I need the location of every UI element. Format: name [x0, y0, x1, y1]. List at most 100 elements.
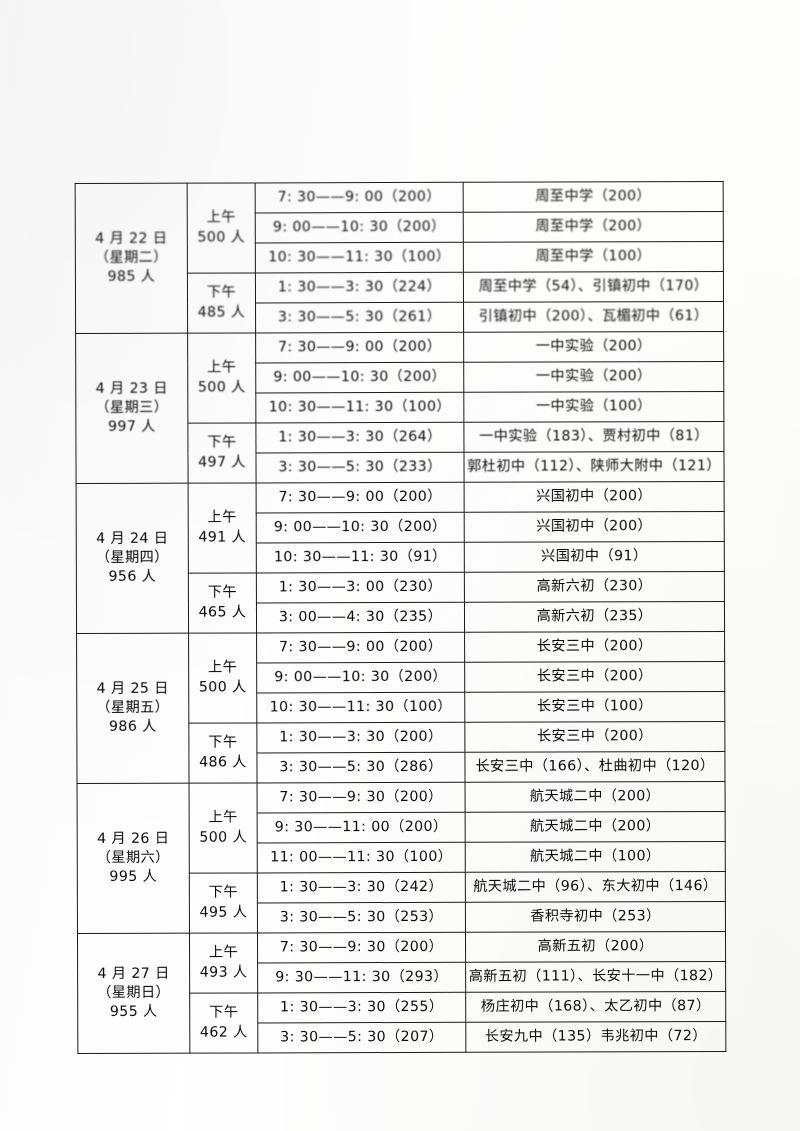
school-cell: 引镇初中（200）、瓦楣初中（61） [463, 301, 724, 333]
time-slot-cell: 3: 30——5: 30（207） [257, 1022, 466, 1053]
date-line: 4 月 25 日 [96, 680, 169, 697]
date-line: 4 月 27 日 [97, 965, 170, 982]
date-line: 4 月 23 日 [95, 380, 168, 397]
school-cell: 周至中学（200） [463, 181, 724, 213]
session-line: 上午 [208, 944, 239, 961]
time-slot-cell: 1: 30——3: 00（230） [256, 572, 465, 603]
session-line: 491 人 [198, 528, 247, 546]
session-line: 500 人 [197, 228, 246, 246]
session-line: 下午 [206, 284, 237, 301]
session-cell: 上午 500 人 [187, 182, 256, 274]
school-cell: 高新六初（235） [464, 601, 725, 633]
session-line: 下午 [209, 1004, 239, 1021]
schedule-table: 4 月 22 日（星期二） 985 人上午 500 人 7: 30——9: 00（20… [75, 181, 727, 1054]
time-slot-cell: 3: 30——5: 30（286） [256, 752, 466, 783]
session-line: 下午 [208, 884, 238, 901]
session-cell: 下午 485 人 [187, 272, 256, 334]
session-line: 下午 [207, 434, 237, 451]
date-line: （星期六） [96, 849, 170, 866]
session-cell: 上午 493 人 [189, 932, 258, 994]
time-slot-cell: 3: 30——5: 30（253） [257, 902, 466, 933]
session-line: 497 人 [198, 453, 246, 471]
time-slot-cell: 9: 30——11: 30（293） [257, 962, 466, 993]
session-line: 500 人 [199, 828, 248, 846]
time-slot-cell: 3: 30——5: 30（233） [255, 452, 465, 483]
school-cell: 航天城二中（100） [465, 841, 726, 873]
school-cell: 郭杜初中（112）、陕师大附中（121） [463, 451, 725, 483]
session-cell: 上午 500 人 [189, 782, 258, 874]
session-line: 465 人 [198, 603, 247, 621]
table-row: 4 月 27 日 （星期日） 955 人 上午 493 人 7: 30——9: 30（20… [77, 931, 726, 1054]
time-slot-cell: 7: 30——9: 00（200） [256, 632, 465, 663]
schedule-table-container: 4 月 22 日（星期二） 985 人上午 500 人 7: 30——9: 00（20… [75, 181, 727, 1054]
table-row: 4 月 24 日 （星期四） 956 人 上午 491 人 7: 30——9: 00（20… [76, 481, 725, 634]
date-line: （星期三） [95, 399, 169, 416]
session-line: 上午 [208, 809, 238, 826]
school-cell: 一中实验（100） [463, 391, 724, 423]
date-cell: 4 月 24 日 （星期四） 956 人 [76, 483, 189, 634]
time-slot-cell: 9: 00——10: 30（200） [255, 212, 464, 243]
time-slot-cell: 10: 30——11: 30（91） [256, 542, 465, 573]
school-cell: 高新五初（111）、长安十一中（182） [465, 961, 726, 993]
date-line: 956 人 [108, 568, 157, 585]
date-cell: 4 月 25 日 （星期五） 986 人 [76, 633, 190, 784]
school-cell: 高新五初（200） [465, 931, 726, 963]
time-slot-cell: 1: 30——3: 30（224） [255, 272, 464, 303]
date-line: 986 人 [108, 718, 157, 735]
time-slot-cell: 7: 30——9: 00（200） [256, 482, 465, 513]
session-line: 500 人 [197, 378, 246, 396]
school-cell: 长安三中（200） [464, 661, 725, 693]
date-cell: 4 月 22 日 （星期二） 985 人 [75, 183, 188, 334]
school-cell: 长安三中（100） [464, 691, 725, 723]
time-slot-cell: 1: 30——3: 30（264） [255, 422, 464, 453]
school-cell: 高新六初（230） [464, 571, 725, 603]
date-line: 995 人 [109, 868, 158, 885]
session-cell: 下午 497 人 [187, 422, 257, 484]
session-cell: 下午 486 人 [188, 722, 258, 784]
school-cell: 长安九中（135）韦兆初中（72） [465, 1021, 726, 1053]
date-cell: 4 月 23 日 （星期三） 997 人 [75, 333, 189, 484]
date-cell: 4 月 27 日 （星期日） 955 人 [77, 933, 190, 1054]
time-slot-cell: 1: 30——3: 30（255） [257, 992, 466, 1023]
session-cell: 上午 500 人 [188, 632, 257, 724]
time-slot-cell: 9: 00——10: 30（200） [256, 662, 465, 693]
school-cell: 一中实验（200） [463, 331, 724, 363]
school-cell: 长安三中（200） [464, 721, 725, 753]
time-slot-cell: 3: 30——5: 30（261） [255, 302, 464, 333]
school-cell: 一中实验（183）、贾村初中（81） [463, 421, 724, 453]
school-cell: 香积寺初中（253） [465, 901, 726, 933]
time-slot-cell: 7: 30——9: 30（200） [257, 782, 466, 813]
school-cell: 兴国初中（200） [464, 511, 725, 543]
date-line: 997 人 [107, 418, 156, 435]
date-cell: 4 月 26 日 （星期六） 995 人 [77, 783, 190, 934]
time-slot-cell: 3: 00——4: 30（235） [256, 602, 465, 633]
table-row: 4 月 22 日 （星期二） 985 人 上午 500 人 7: 30——9: 00（20… [75, 181, 724, 334]
school-cell: 航天城二中（96）、东大初中（146） [465, 871, 726, 903]
school-cell: 一中实验（200） [463, 361, 724, 393]
session-line: 495 人 [199, 903, 248, 921]
date-line: 4 月 24 日 [96, 530, 169, 547]
session-cell: 上午 491 人 [188, 482, 257, 574]
session-line: 462 人 [199, 1023, 248, 1041]
date-line: 955 人 [109, 1003, 158, 1020]
time-slot-cell: 9: 00——10: 30（200） [255, 362, 464, 393]
table-row: 4 月 23 日 （星期三） 997 人 上午 500 人 7: 30——9: 00（20… [75, 331, 724, 484]
time-slot-cell: 1: 30——3: 30（200） [256, 722, 465, 753]
school-cell: 长安三中（166）、杜曲初中（120） [464, 751, 726, 783]
date-line: 4 月 26 日 [97, 830, 170, 847]
time-slot-cell: 10: 30——11: 30（100） [256, 692, 465, 723]
schedule-table-body: 4 月 22 日（星期二） 985 人上午 500 人 7: 30——9: 00（20… [75, 181, 726, 1054]
school-cell: 兴国初中（91） [464, 541, 725, 573]
session-cell: 下午 495 人 [189, 872, 258, 934]
date-line: （星期五） [96, 699, 170, 716]
session-cell: 下午 462 人 [189, 992, 258, 1054]
time-slot-cell: 10: 30——11: 30（100） [255, 392, 464, 423]
school-cell: 长安三中（200） [464, 631, 725, 663]
school-cell: 兴国初中（200） [464, 481, 725, 513]
school-cell: 周至中学（54）、引镇初中（170） [463, 271, 724, 303]
session-cell: 上午 500 人 [187, 332, 256, 424]
date-line: （星期四） [95, 549, 169, 566]
date-line: 4 月 22 日 [95, 230, 168, 247]
time-slot-cell: 9: 30——11: 00（200） [257, 812, 466, 843]
